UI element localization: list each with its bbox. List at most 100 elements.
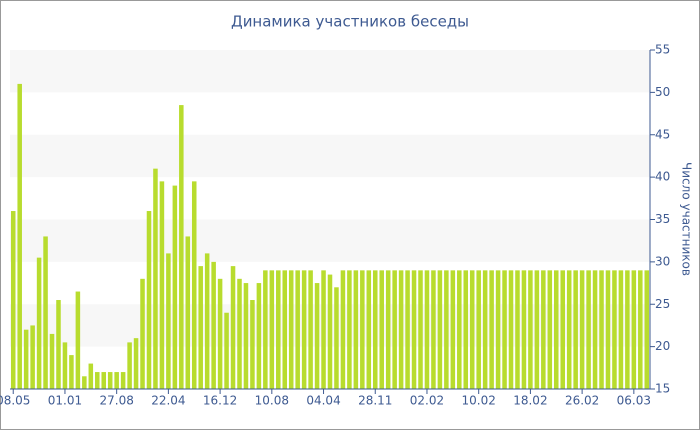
bar xyxy=(30,325,35,389)
bar xyxy=(191,181,197,389)
bar xyxy=(211,261,216,389)
grid-band xyxy=(10,134,650,178)
bar xyxy=(463,270,469,389)
x-tick-label: 10.08 xyxy=(255,394,289,408)
bar xyxy=(224,312,229,389)
bar xyxy=(36,257,42,389)
bar xyxy=(560,270,565,389)
bar xyxy=(269,270,275,389)
bar xyxy=(198,266,203,389)
bar xyxy=(314,283,320,389)
bar xyxy=(256,283,262,389)
bar xyxy=(482,270,488,389)
bar xyxy=(444,270,449,389)
bar xyxy=(69,355,74,389)
bar xyxy=(250,300,255,389)
y-tick-label: 55 xyxy=(655,43,670,57)
bar xyxy=(127,342,132,389)
bar xyxy=(638,270,643,389)
bar xyxy=(75,291,81,389)
bar xyxy=(521,270,527,389)
x-tick-label: 16.12 xyxy=(203,394,237,408)
bar xyxy=(10,211,16,389)
bar xyxy=(612,270,617,389)
bar xyxy=(282,270,288,389)
bar xyxy=(450,270,456,389)
bar xyxy=(263,270,268,389)
bar xyxy=(295,270,300,389)
bar xyxy=(95,372,100,389)
bar xyxy=(424,270,430,389)
bar xyxy=(411,270,417,389)
bar xyxy=(431,270,436,389)
bar xyxy=(418,270,423,389)
bar xyxy=(133,338,139,389)
bar xyxy=(308,270,313,389)
grid-band xyxy=(10,50,650,93)
bar xyxy=(534,270,540,389)
y-tick-label: 40 xyxy=(655,170,670,184)
y-tick-label: 50 xyxy=(655,85,670,99)
bar xyxy=(579,270,585,389)
x-tick-label: 26.02 xyxy=(565,394,599,408)
bar xyxy=(237,278,242,389)
bar xyxy=(618,270,624,389)
bar xyxy=(528,270,533,389)
bar xyxy=(153,168,158,389)
bar xyxy=(114,372,119,389)
bar xyxy=(573,270,578,389)
bar xyxy=(159,181,165,389)
bar xyxy=(586,270,591,389)
bar xyxy=(301,270,307,389)
bar xyxy=(288,270,294,389)
bar xyxy=(405,270,410,389)
bar xyxy=(398,270,404,389)
bar xyxy=(166,253,171,389)
chart-title: Динамика участников беседы xyxy=(231,13,469,31)
bar xyxy=(101,372,106,389)
bar xyxy=(599,270,604,389)
x-tick-label: 10.02 xyxy=(462,394,496,408)
bar xyxy=(457,270,462,389)
bar xyxy=(476,270,481,389)
x-tick-label: 08.05 xyxy=(0,394,30,408)
x-tick-label: 04.04 xyxy=(306,394,340,408)
bar xyxy=(495,270,501,389)
bar xyxy=(62,342,68,389)
bar xyxy=(204,253,210,389)
bar xyxy=(592,270,598,389)
bar xyxy=(515,270,520,389)
bar xyxy=(179,105,184,390)
bar xyxy=(554,270,559,389)
bar xyxy=(392,270,397,389)
bar xyxy=(56,300,61,389)
bar xyxy=(625,270,630,389)
x-tick-label: 02.02 xyxy=(410,394,444,408)
bar xyxy=(17,83,22,390)
bar xyxy=(379,270,384,389)
bar xyxy=(321,270,326,389)
bar xyxy=(353,270,359,389)
bar xyxy=(120,372,126,389)
bar xyxy=(631,270,637,389)
y-tick-label: 20 xyxy=(655,339,670,353)
y-axis-title: Число участников xyxy=(680,162,694,276)
bar xyxy=(347,270,352,389)
bar xyxy=(469,270,475,389)
y-tick-label: 15 xyxy=(655,382,670,396)
x-tick-label: 22.04 xyxy=(151,394,185,408)
bar xyxy=(360,270,365,389)
bar xyxy=(372,270,378,389)
bar xyxy=(230,266,236,389)
bar xyxy=(243,283,249,389)
y-tick-label: 35 xyxy=(655,212,670,226)
x-tick-label: 28.11 xyxy=(358,394,392,408)
y-tick-label: 45 xyxy=(655,127,670,141)
bar xyxy=(644,270,650,389)
bar xyxy=(140,278,145,389)
bar xyxy=(107,372,113,389)
bar xyxy=(437,270,443,389)
bar xyxy=(217,278,223,389)
bar xyxy=(172,185,178,389)
